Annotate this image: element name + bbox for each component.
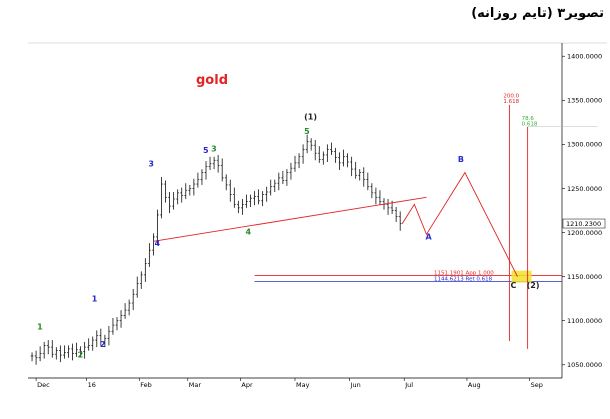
- x-tick-label: Jul: [404, 381, 413, 389]
- current-price-box: [562, 218, 606, 229]
- x-tick-label: May: [296, 381, 310, 389]
- wave-label: A: [426, 233, 433, 242]
- y-tick-label: 1400.0000: [567, 53, 602, 61]
- x-tick-label: Sep: [531, 381, 543, 389]
- x-tick-label: Apr: [241, 381, 253, 389]
- wave-label: (1): [304, 113, 317, 122]
- y-tick-label: 1050.0000: [567, 361, 602, 369]
- y-tick-label: 1350.0000: [567, 97, 602, 105]
- x-tick-label: Jun: [350, 381, 361, 389]
- y-tick-label: 1200.0000: [567, 229, 602, 237]
- y-tick-label: 1250.0000: [567, 185, 602, 193]
- y-tick-label: 1100.0000: [567, 317, 602, 325]
- wave-label: 2: [100, 340, 106, 349]
- fib-lines: 200.01.618 78.60.618: [503, 94, 598, 349]
- wave-label: 3: [148, 159, 154, 168]
- wave-label: 2: [78, 351, 84, 360]
- y-tick-label: 1300.0000: [567, 141, 602, 149]
- current-price-label: 1210.2300: [566, 220, 601, 228]
- y-tick-label: 1150.0000: [567, 273, 602, 281]
- chart-frame: [28, 42, 607, 379]
- fib-label-bottom: 0.618: [522, 121, 538, 127]
- caption-title: تصویر۳ (تایم روزانه): [471, 6, 604, 21]
- target-zone-highlight: [511, 270, 532, 283]
- x-tick-label: 16: [88, 381, 96, 389]
- chart-title: gold: [196, 73, 228, 88]
- level-label: 1144.6213 Ret 0.618: [434, 276, 493, 282]
- x-tick-label: Dec: [37, 381, 50, 389]
- level-label: 1151.1901 App 1.000: [434, 271, 494, 277]
- fib-label-bottom: 1.618: [503, 99, 519, 105]
- wave-label: 5: [203, 146, 209, 155]
- x-tick-label: Aug: [468, 381, 481, 389]
- trendline: [153, 196, 427, 242]
- wave-label: 3: [211, 144, 217, 153]
- wave-label: 4: [245, 227, 251, 236]
- wave-label: 1: [92, 294, 98, 303]
- price-series: [30, 134, 402, 365]
- fib-label-top: 78.6: [522, 116, 535, 122]
- x-tick-label: Mar: [189, 381, 202, 389]
- wave-label: 1: [37, 323, 43, 332]
- fib-label-top: 200.0: [503, 94, 519, 100]
- projection-path: [401, 171, 518, 277]
- axes: 1400.00001350.00001300.00001250.00001200…: [35, 53, 606, 389]
- wave-label: B: [458, 155, 464, 164]
- x-tick-label: Feb: [140, 381, 152, 389]
- wave-label: (2): [527, 281, 540, 290]
- wave-label: C: [510, 281, 516, 290]
- wave-label: 5: [304, 127, 310, 136]
- wave-label: 4: [154, 239, 160, 248]
